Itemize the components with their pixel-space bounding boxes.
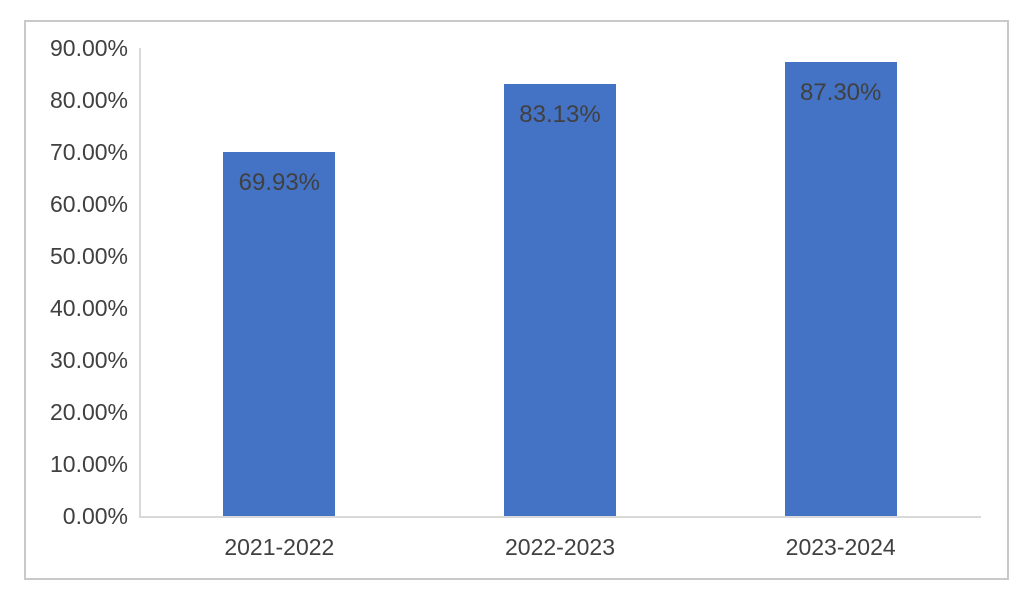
y-axis-tick-label: 70.00% xyxy=(49,139,128,165)
y-axis-tick-label: 10.00% xyxy=(49,451,128,477)
y-axis-tick-label: 90.00% xyxy=(49,35,128,61)
y-axis-tick-label: 50.00% xyxy=(49,243,128,269)
bar-value-label: 83.13% xyxy=(519,100,601,128)
y-axis-tick-label: 60.00% xyxy=(49,191,128,217)
bar: 83.13% xyxy=(504,83,616,516)
y-axis-tick-label: 20.00% xyxy=(49,399,128,425)
y-axis-tick-label: 40.00% xyxy=(49,295,128,321)
x-axis-category-label: 2021-2022 xyxy=(224,534,335,560)
bar-value-label: 87.30% xyxy=(799,79,882,107)
bar: 87.30% xyxy=(784,62,897,516)
y-axis-tick-label: 80.00% xyxy=(49,87,128,113)
bar: 69.93% xyxy=(223,152,336,516)
y-axis-tick-label: 0.00% xyxy=(62,503,128,529)
chart-frame: 0.00% 10.00% 20.00% 30.00% 40.00% 50.00% 60.00… xyxy=(24,20,1009,580)
y-axis-tick-label: 30.00% xyxy=(49,347,128,373)
y-axis-line xyxy=(139,48,141,516)
x-axis-category-label: 2022-2023 xyxy=(505,534,615,560)
x-axis-category-label: 2023-2024 xyxy=(785,534,896,560)
bar-value-label: 69.93% xyxy=(238,169,321,197)
x-axis-line xyxy=(139,516,981,518)
